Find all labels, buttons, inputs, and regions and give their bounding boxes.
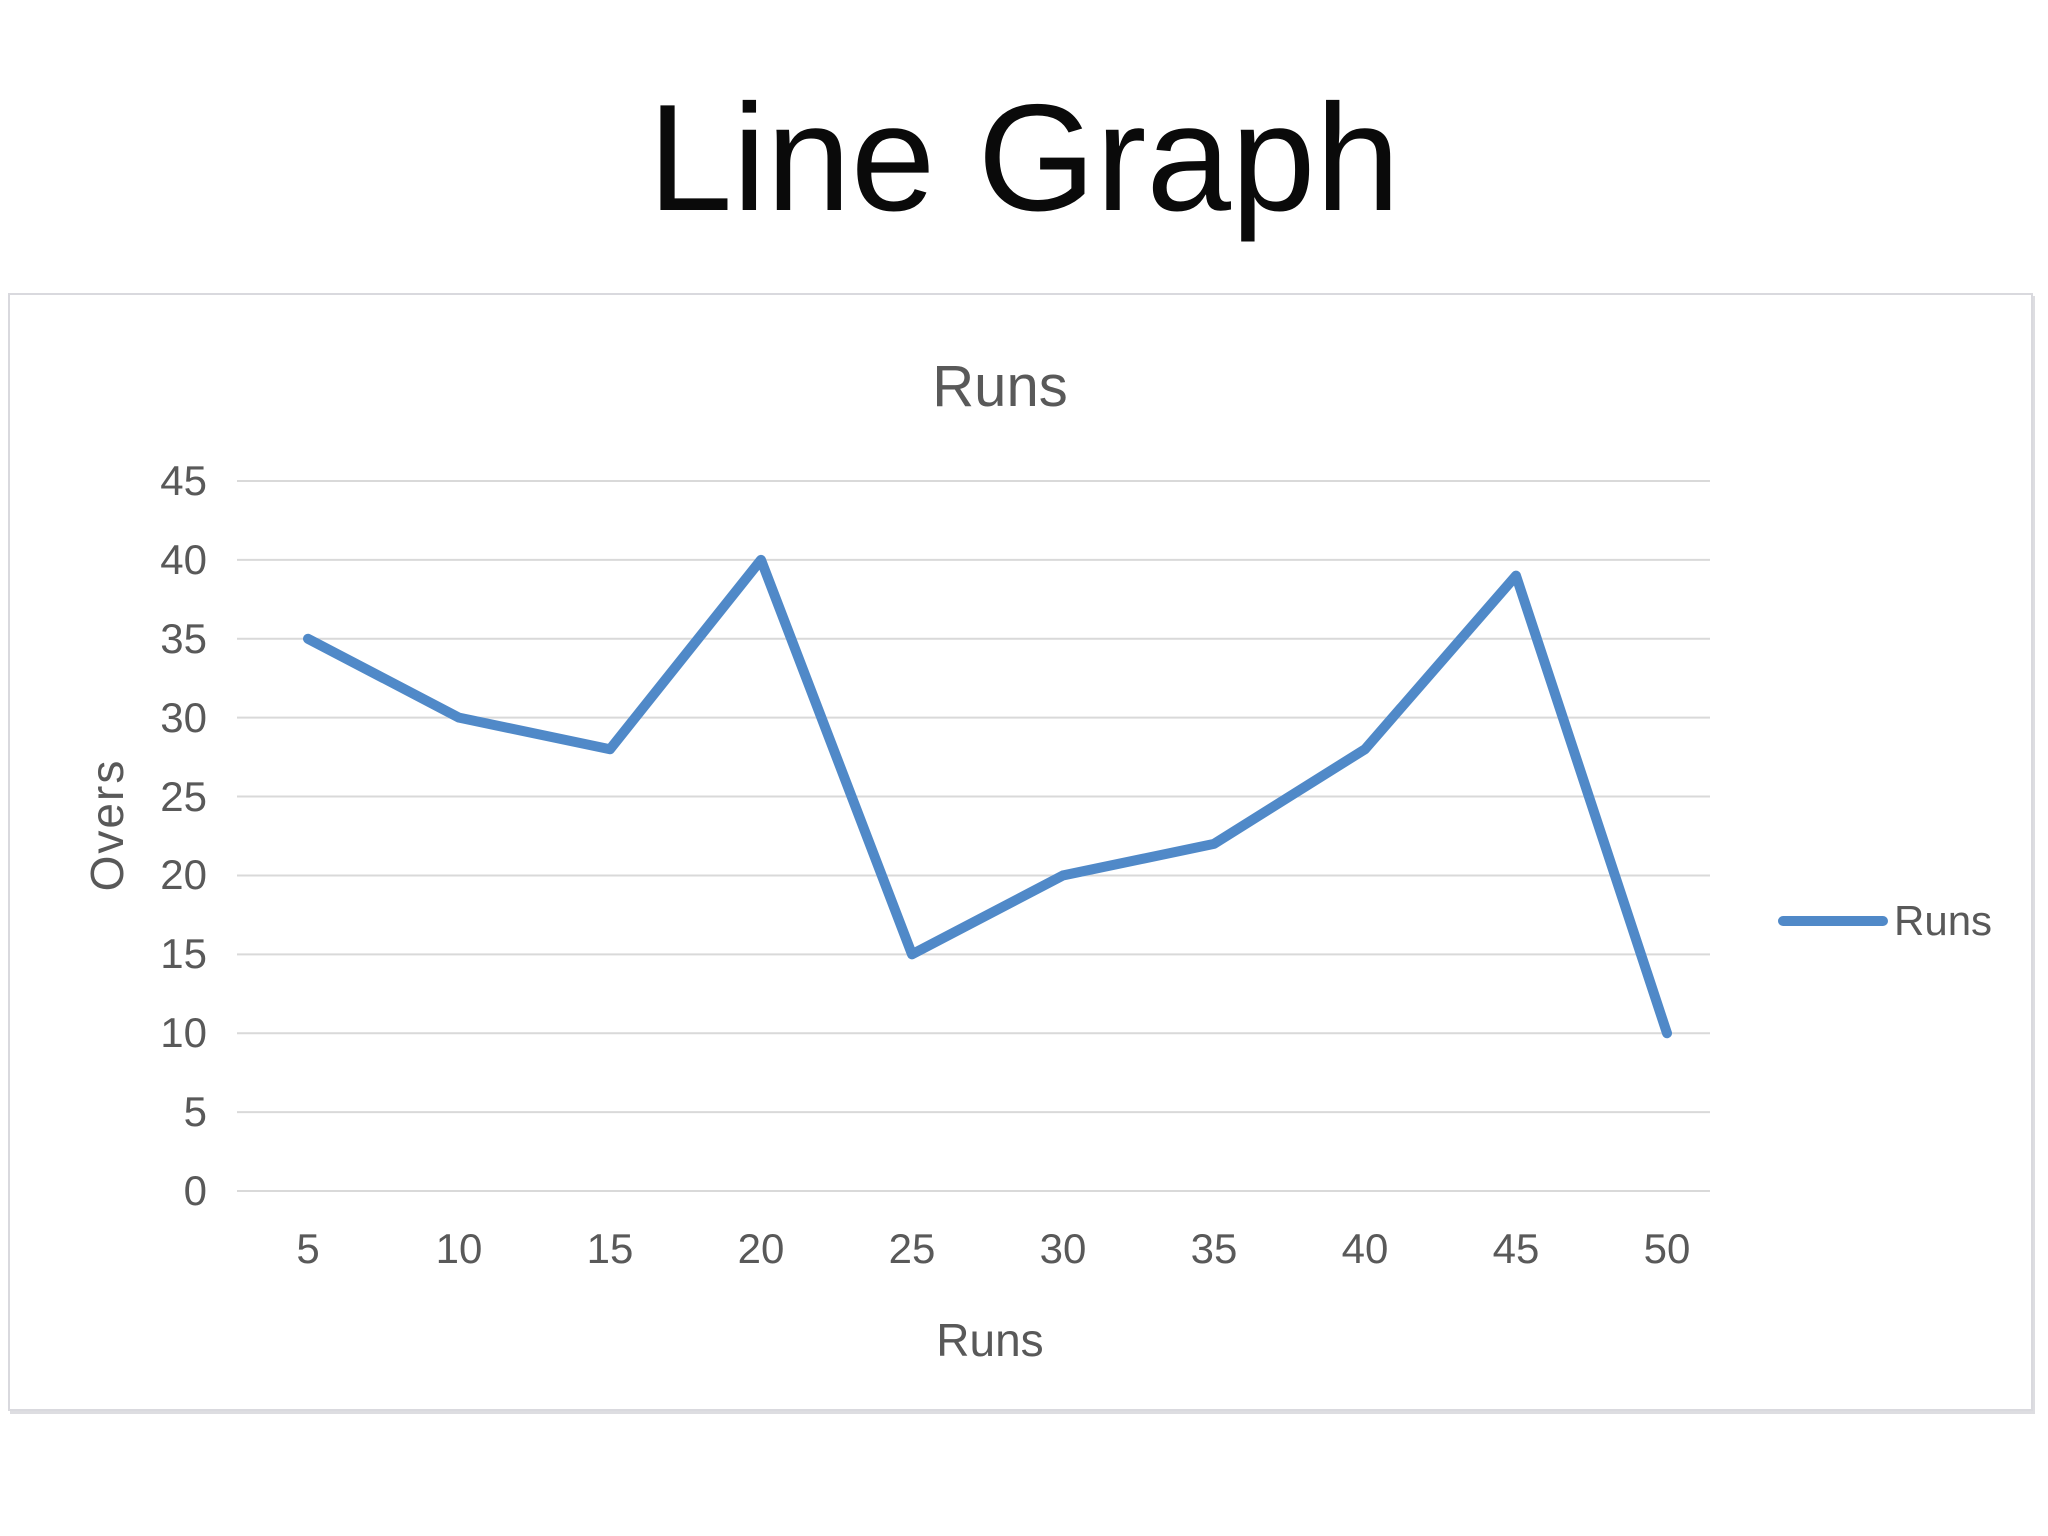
x-tick-label: 35 <box>1190 1225 1238 1272</box>
y-tick-label: 45 <box>160 457 207 504</box>
y-tick-label: 35 <box>160 614 207 662</box>
series-line-runs <box>303 554 1672 1039</box>
page-title: Line Graph <box>647 73 1401 243</box>
y-tick-label: 15 <box>160 930 207 978</box>
chart-card: Runs Overs Runs 0 5 10 15 20 25 30 35 40 45 5 10 15 2… <box>8 293 2033 1411</box>
x-tick-label: 5 <box>296 1225 320 1272</box>
x-tick-label: 25 <box>888 1225 936 1272</box>
y-tick-label: 5 <box>183 1088 207 1136</box>
x-tick-label: 10 <box>435 1225 483 1272</box>
x-tick-label: 40 <box>1341 1225 1389 1272</box>
x-tick-label: 50 <box>1643 1225 1691 1272</box>
y-tick-label: 10 <box>160 1009 207 1057</box>
x-tick-label: 20 <box>737 1225 785 1272</box>
x-axis-title: Runs <box>936 1314 1044 1366</box>
x-tick-label: 30 <box>1039 1225 1087 1272</box>
y-tick-label: 40 <box>160 535 207 583</box>
plot-area <box>237 480 1710 1192</box>
chart-title: Runs <box>932 354 1068 419</box>
y-tick-label: 25 <box>160 772 207 820</box>
legend-line-swatch <box>1778 916 1888 926</box>
y-tick-label: 20 <box>160 851 207 899</box>
y-tick-label: 30 <box>160 693 207 741</box>
x-tick-label: 45 <box>1492 1225 1540 1272</box>
y-tick-label: 0 <box>183 1167 207 1214</box>
chart-legend: Runs <box>1778 898 1992 944</box>
legend-series-label: Runs <box>1894 897 1993 944</box>
x-tick-label: 15 <box>586 1225 634 1272</box>
